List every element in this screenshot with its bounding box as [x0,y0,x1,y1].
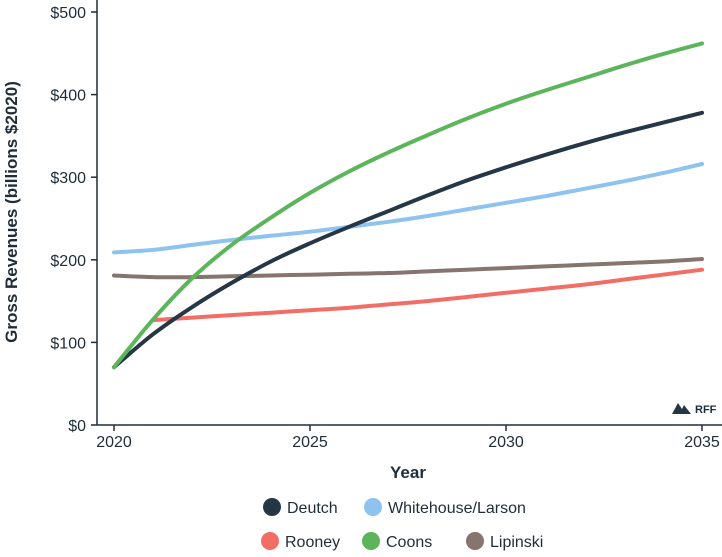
y-tick-label: $400 [50,88,86,105]
series-lines [112,41,704,370]
series-line-lipinski [112,257,704,280]
x-tick-label: 2020 [96,434,132,451]
legend-swatch-deutch [263,498,281,516]
mountain-logo-icon [672,403,691,414]
legend-label-deutch: Deutch [287,500,338,517]
x-tick-label: 2025 [292,434,328,451]
series-line-coons [112,41,704,370]
x-tick-label: 2035 [684,434,720,451]
legend-label-coons: Coons [386,534,432,551]
series-line-whitehouse-larson [112,162,704,255]
y-ticks: $0 $100 $200 $300 $400 $500 [50,5,97,435]
brand-logo-text: RFF [695,404,717,416]
x-ticks: 2020 2025 2030 2035 [96,425,720,451]
y-tick-label: $500 [50,5,86,22]
legend-label-lipinski: Lipinski [490,534,543,551]
legend-swatch-whitehouse-larson [364,498,382,516]
y-tick-label: $100 [50,335,86,352]
series-line-rooney [151,267,704,323]
y-tick-label: $200 [50,253,86,270]
y-axis-title: Gross Revenues (billions $2020) [2,81,21,343]
legend-swatch-coons [362,532,380,550]
legend: Deutch Whitehouse/Larson Rooney Coons Lipins… [261,498,543,551]
legend-label-whitehouse-larson: Whitehouse/Larson [388,500,526,517]
legend-label-rooney: Rooney [285,534,340,551]
legend-swatch-lipinski [466,532,484,550]
x-tick-label: 2030 [488,434,524,451]
axes [96,0,722,426]
series-line-deutch [112,110,704,370]
y-tick-label: $0 [68,418,86,435]
x-axis-title: Year [390,463,426,482]
legend-swatch-rooney [261,532,279,550]
y-tick-label: $300 [50,170,86,187]
brand-logo: RFF [672,403,717,416]
